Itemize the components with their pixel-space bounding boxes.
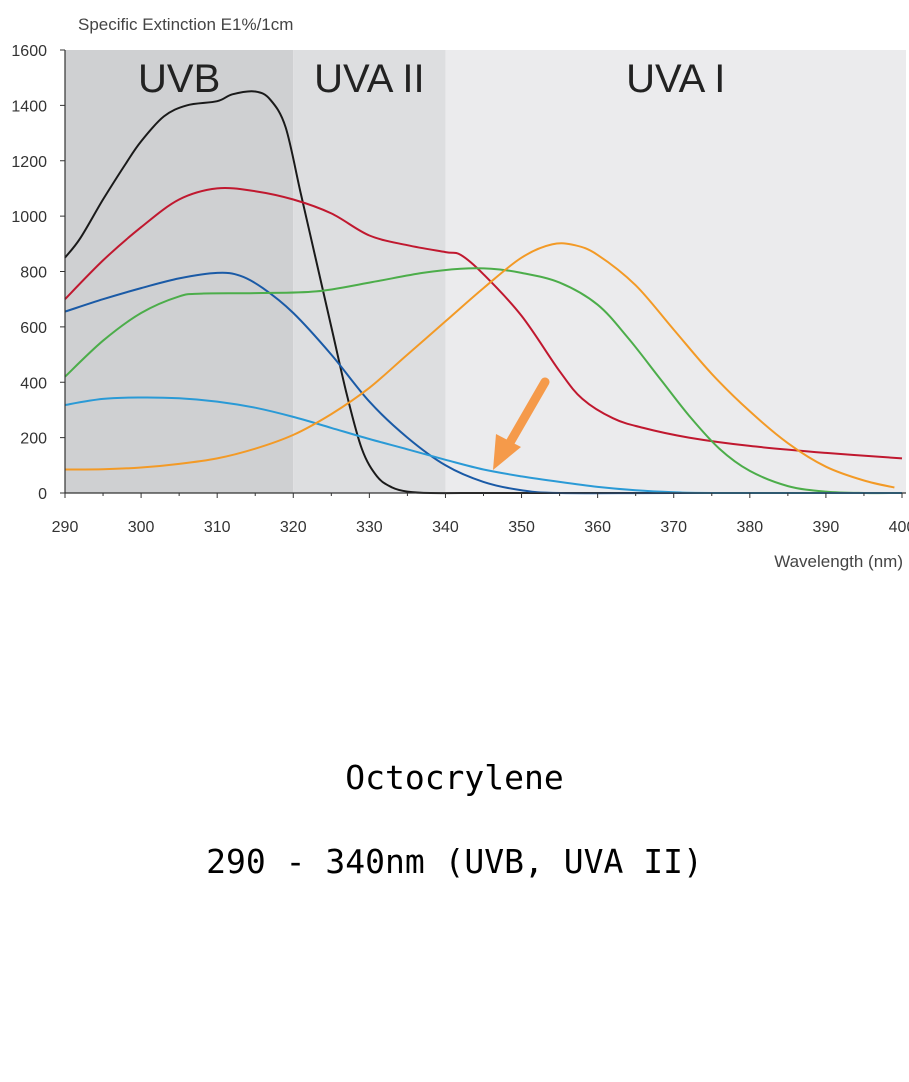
region-label: UVA II [314,57,424,101]
x-ticks: 290 300 310 320 330 340 350 360 370 380 390 400 [52,493,909,536]
compound-name: Octocrylene [345,758,564,797]
region-label: UVA I [626,57,725,101]
y-ticks: 0 200 400 600 800 1000 1200 1400 1600 [11,43,65,503]
region-band-0 [65,50,294,493]
absorbance-range: 290 - 340nm (UVB, UVA II) [206,842,703,881]
series-line-4 [64,396,903,495]
uv-regions [65,50,906,493]
x-axis-title: Wavelength (nm) [774,552,903,571]
series-line-3 [64,267,903,495]
x-tick-label: 340 [432,519,459,536]
uv-absorbance-chart: UVB UVA II UVA I 290 300 310 320 330 340 350 360 3… [11,15,909,571]
x-tick-label: 390 [813,519,840,536]
series-line-1 [64,187,903,460]
y-tick-label: 1200 [11,154,47,171]
x-tick-label: 360 [584,519,611,536]
x-tick-label: 310 [204,519,231,536]
region-band-1 [293,50,446,493]
x-tick-label: 320 [280,519,307,536]
region-label: UVB [138,57,220,101]
x-tick-label: 370 [660,519,687,536]
x-tick-label: 350 [508,519,535,536]
x-tick-label: 380 [736,519,763,536]
x-tick-label: 290 [52,519,79,536]
y-tick-label: 200 [20,431,47,448]
y-tick-label: 800 [20,265,47,282]
x-tick-label: 300 [128,519,155,536]
highlight-arrow [493,377,550,470]
y-tick-label: 400 [20,375,47,392]
y-tick-label: 1600 [11,43,47,60]
y-tick-label: 0 [38,486,47,503]
y-tick-label: 600 [20,320,47,337]
series-line-5 [64,242,895,489]
y-axis-title: Specific Extinction E1%/1cm [78,15,293,34]
uv-region-labels: UVB UVA II UVA I [138,57,725,101]
x-tick-label: 400 [889,519,909,536]
y-tick-label: 1000 [11,209,47,226]
x-tick-label: 330 [356,519,383,536]
y-tick-label: 1400 [11,98,47,115]
